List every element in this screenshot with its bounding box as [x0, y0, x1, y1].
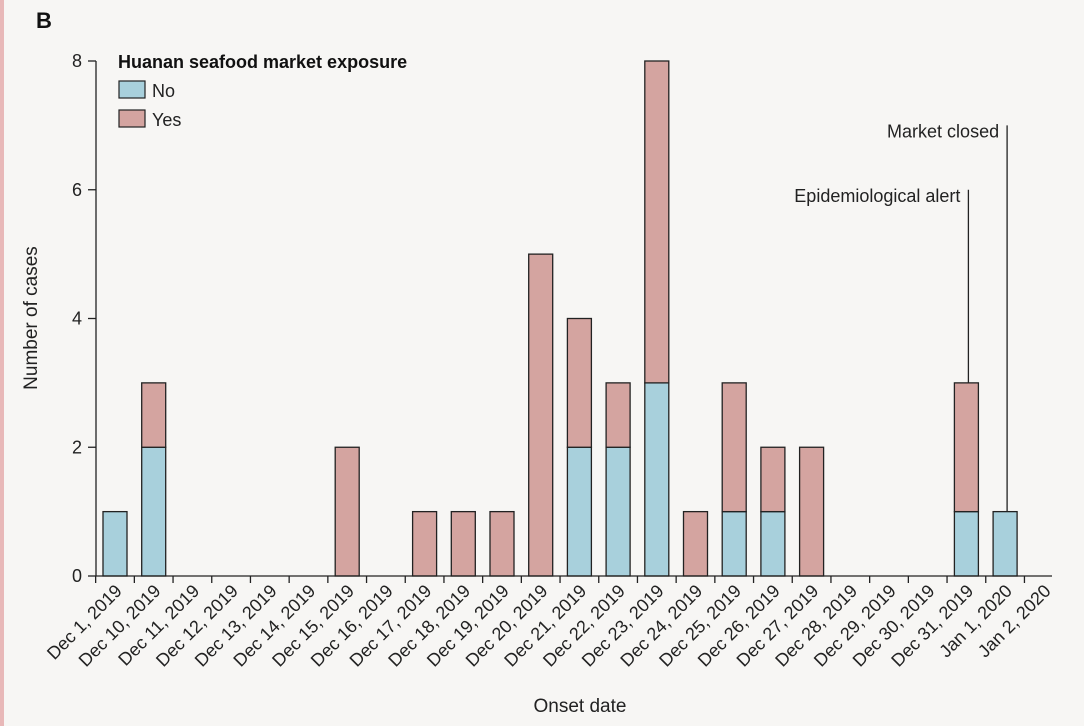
y-tick-label: 8 — [72, 51, 82, 71]
x-axis-title: Onset date — [534, 696, 627, 717]
y-tick-label: 2 — [72, 437, 82, 457]
bar-segment-yes — [798, 446, 825, 577]
bar-segment-no — [953, 510, 980, 577]
bar-segment-yes — [489, 510, 515, 577]
annotation-label: Market closed — [887, 121, 999, 141]
bar-segment-yes — [334, 446, 360, 577]
legend-title: Huanan seafood market exposure — [118, 52, 407, 72]
legend-label-no: No — [152, 81, 175, 101]
bar-segment-no — [102, 510, 128, 577]
bar-segment-no — [566, 446, 593, 577]
legend-label-yes: Yes — [152, 110, 181, 130]
bars-layer — [102, 60, 1018, 577]
bar-segment-yes — [141, 382, 167, 448]
bar-segment-yes — [450, 510, 476, 577]
legend: Huanan seafood market exposure No Yes — [118, 52, 407, 130]
bar-segment-no — [721, 510, 747, 577]
bar-segment-no — [760, 510, 786, 577]
y-axis-title: Number of cases — [21, 246, 42, 390]
bar-segment-yes — [411, 510, 438, 577]
bar-segment-yes — [644, 60, 670, 384]
bar-segment-no — [141, 446, 167, 577]
bar-segment-no — [605, 446, 631, 577]
bar-segment-no — [992, 510, 1018, 577]
legend-swatch-no — [118, 80, 146, 99]
bar-segment-yes — [953, 382, 980, 513]
y-tick-label: 0 — [72, 566, 82, 586]
y-ticks: 0 2 4 6 8 — [72, 51, 96, 586]
bar-segment-yes — [721, 382, 747, 513]
legend-swatch-yes — [118, 109, 146, 128]
page-edge-rule — [0, 0, 4, 726]
bar-segment-no — [644, 382, 670, 577]
bar-segment-yes — [528, 253, 554, 577]
bar-segment-yes — [566, 317, 593, 448]
bar-segment-yes — [605, 382, 631, 448]
y-tick-label: 4 — [72, 309, 82, 329]
annotations: Epidemiological alert Market closed — [794, 121, 1008, 512]
bar-segment-yes — [760, 446, 786, 513]
annotation-label: Epidemiological alert — [794, 186, 960, 206]
y-tick-label: 6 — [72, 180, 82, 200]
panel-label: B — [36, 8, 52, 33]
bar-segment-yes — [682, 510, 709, 577]
